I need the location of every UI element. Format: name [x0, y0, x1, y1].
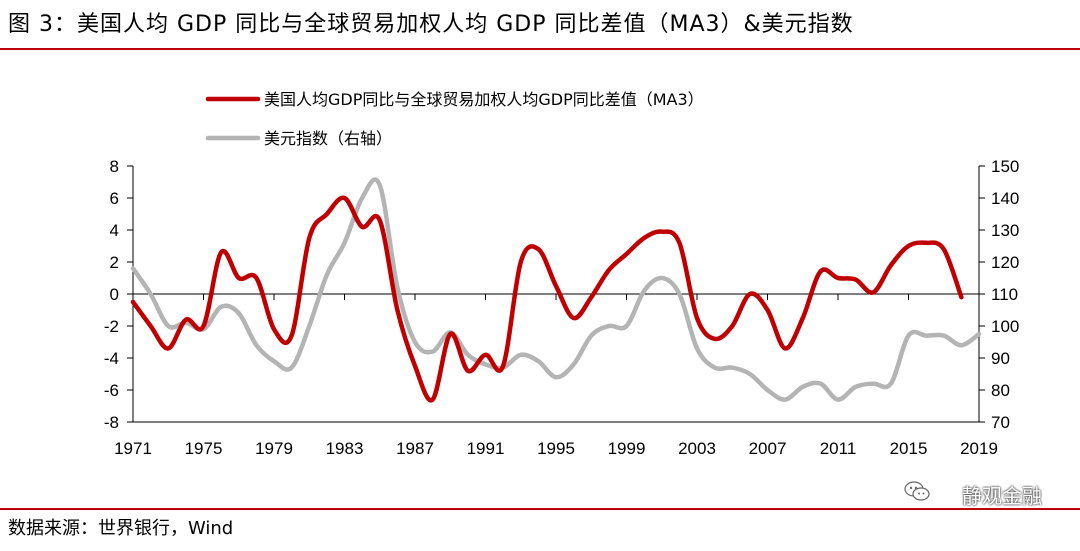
right-tick-label: 140: [991, 189, 1019, 208]
right-tick-label: 90: [991, 349, 1010, 368]
x-tick-label: 2007: [749, 439, 787, 458]
x-tick-label: 1983: [326, 439, 364, 458]
footer-rule: [0, 508, 1080, 510]
left-tick-label: -2: [104, 317, 119, 336]
x-tick-label: 1999: [608, 439, 646, 458]
right-tick-label: 120: [991, 253, 1019, 272]
x-tick-label: 2015: [890, 439, 928, 458]
x-tick-label: 1975: [185, 439, 223, 458]
right-tick-label: 70: [991, 413, 1010, 432]
series-line-gdp-diff: [130, 195, 964, 403]
x-tick-label: 2011: [820, 439, 857, 458]
figure-title: 图 3：美国人均 GDP 同比与全球贸易加权人均 GDP 同比差值（MA3）&美…: [8, 12, 854, 37]
source-note: 数据来源：世界银行，Wind: [8, 518, 234, 539]
right-tick-label: 80: [991, 381, 1010, 400]
left-tick-label: 0: [110, 285, 119, 304]
series-line-dollar-index: [130, 177, 982, 402]
legend-item-dollar-index-label: 美元指数（右轴）: [264, 129, 392, 148]
right-tick-label: 150: [991, 157, 1019, 176]
x-tick-label: 1991: [467, 439, 505, 458]
x-tick-label: 1987: [396, 439, 434, 458]
left-tick-label: 2: [110, 253, 119, 272]
left-tick-label: -6: [104, 381, 119, 400]
legend-item-gdp-diff-label: 美国人均GDP同比与全球贸易加权人均GDP同比差值（MA3）: [264, 90, 704, 109]
right-tick-label: 130: [991, 221, 1019, 240]
left-tick-label: 8: [110, 157, 119, 176]
x-tick-label: 1995: [537, 439, 575, 458]
title-rule: [0, 48, 1080, 50]
right-tick-label: 110: [991, 285, 1018, 304]
left-tick-label: -8: [104, 413, 119, 432]
watermark: 静观金融: [962, 484, 1042, 508]
x-tick-label: 2003: [678, 439, 716, 458]
x-tick-label: 2019: [960, 439, 998, 458]
left-tick-label: 4: [110, 221, 119, 240]
x-tick-label: 1971: [114, 439, 152, 458]
right-tick-label: 100: [991, 317, 1019, 336]
x-tick-label: 1979: [255, 439, 293, 458]
left-tick-label: 6: [110, 189, 119, 208]
left-tick-label: -4: [104, 349, 119, 368]
wechat-icon: [904, 481, 930, 501]
